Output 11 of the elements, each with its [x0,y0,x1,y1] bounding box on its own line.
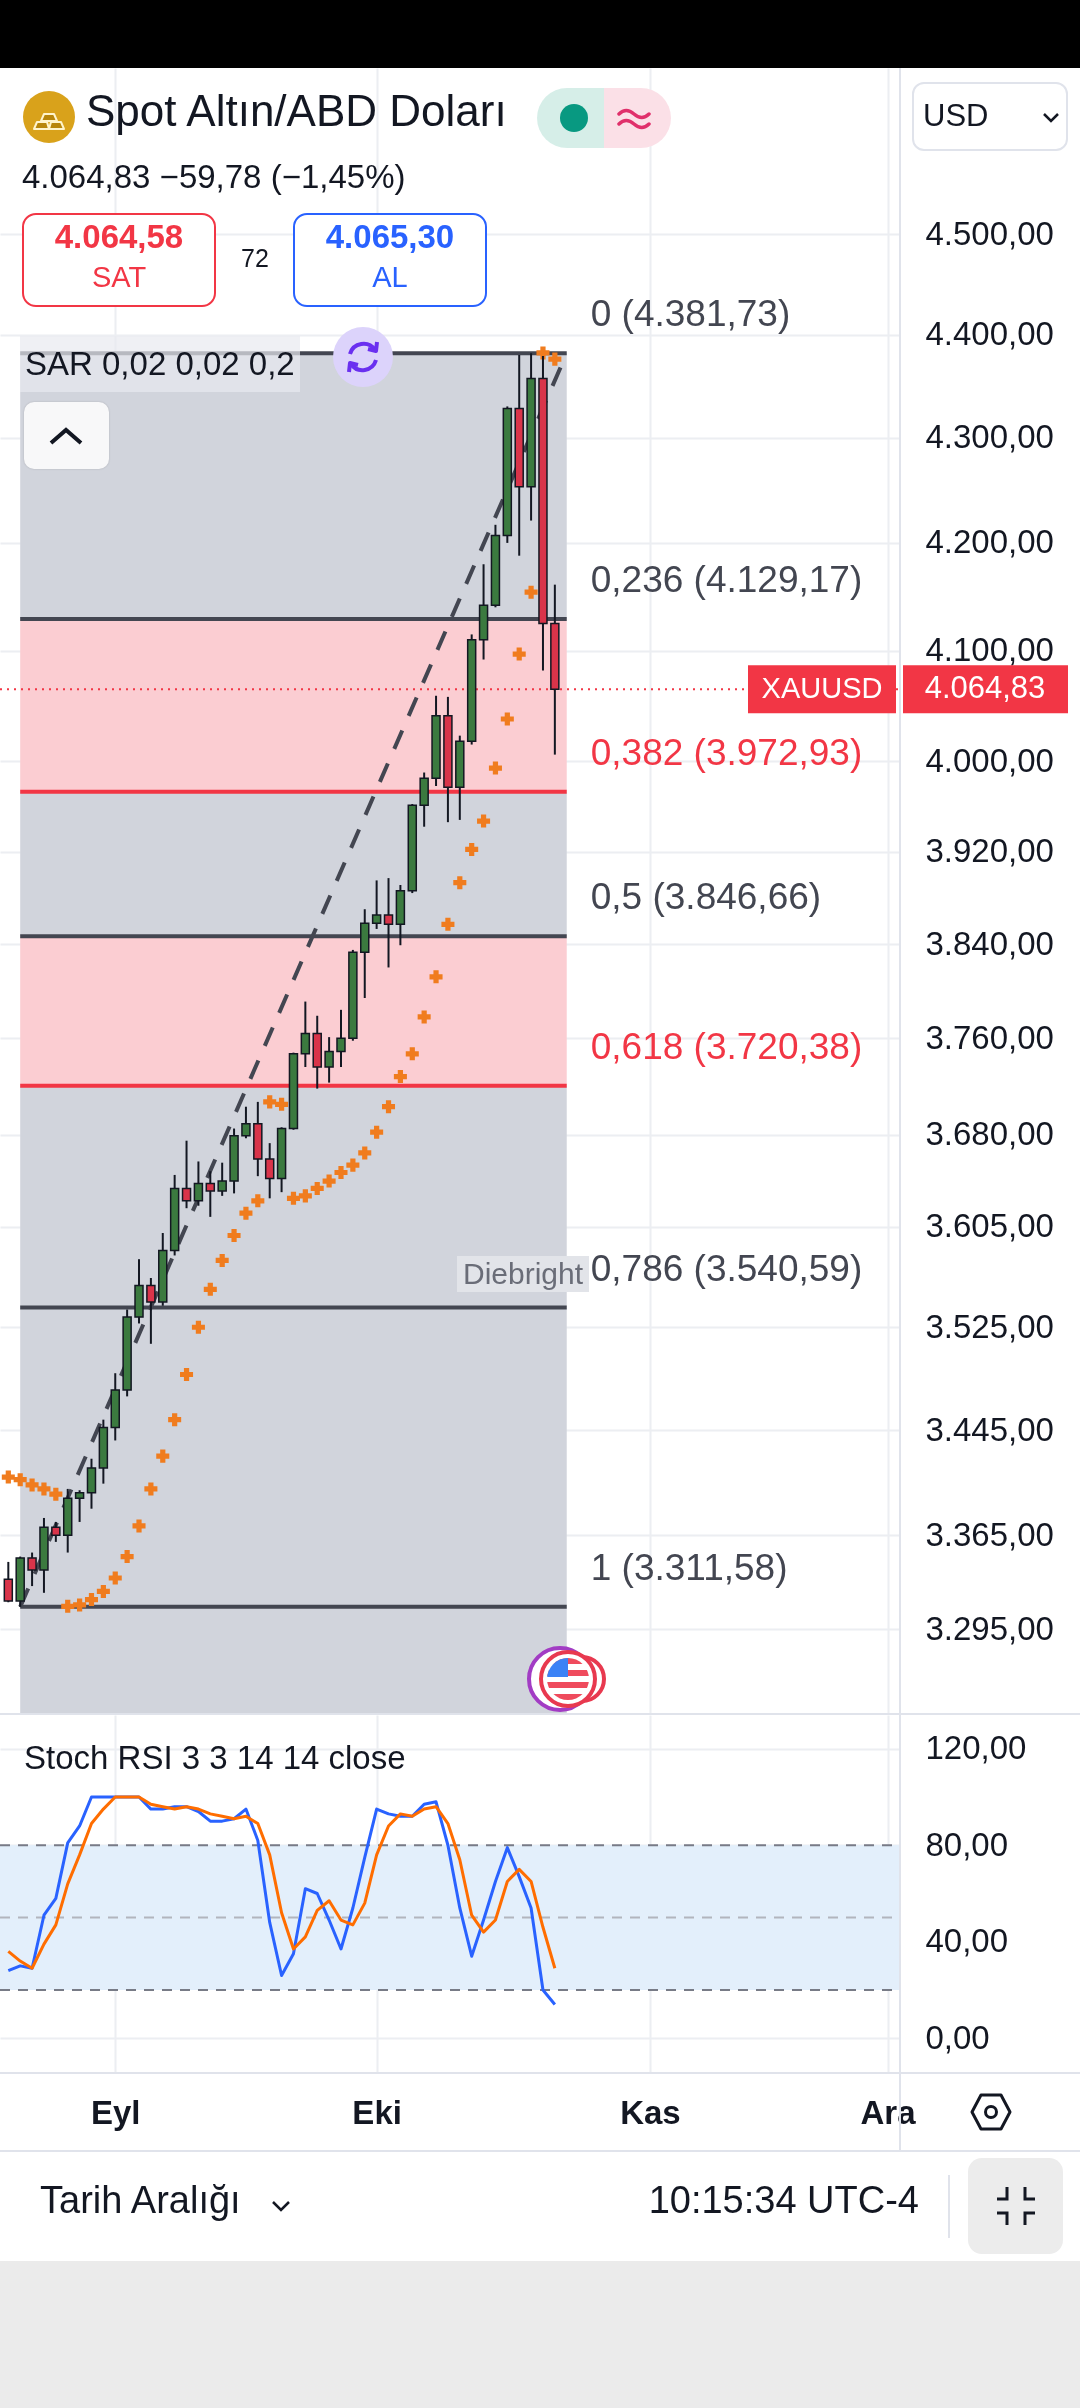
x-tick-label: Eki [352,2093,402,2131]
y-tick-label: 80,00 [925,1825,1009,1863]
text: 10:15:34 UTC-4 [648,2178,919,2223]
text: Tarih Aralığı [40,2178,241,2223]
y-tick-label: 120,00 [925,1729,1027,1767]
x-tick-label: Eyl [90,2093,141,2131]
x-tick-label: Ara [860,2093,917,2131]
y-tick-label: 0,00 [925,2018,990,2056]
text: Stoch RSI 3 3 14 14 close [24,1738,406,1778]
y-tick-label: 40,00 [925,1922,1009,1960]
x-tick-label: Kas [620,2093,681,2131]
